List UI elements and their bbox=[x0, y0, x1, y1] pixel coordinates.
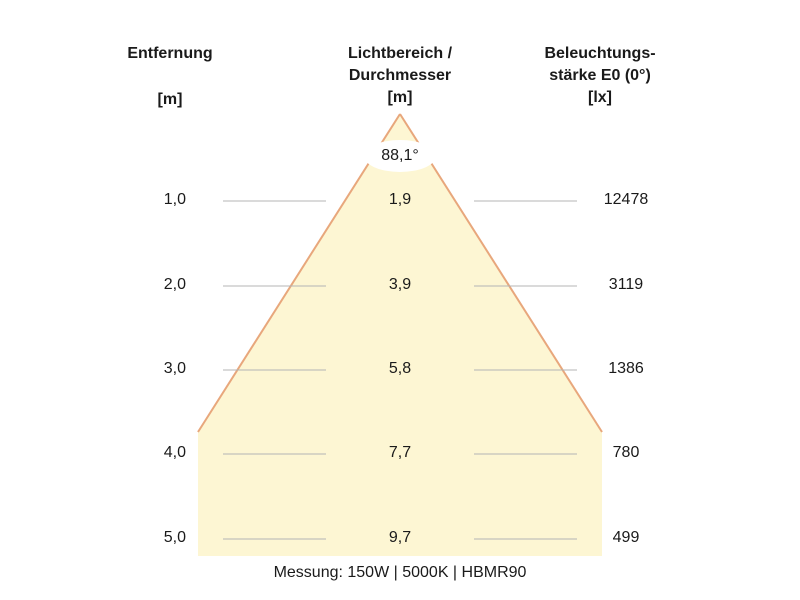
distance-value: 3,0 bbox=[163, 360, 186, 377]
illuminance-value: 780 bbox=[612, 444, 640, 461]
diameter-header: Lichtbereich / Durchmesser [m] bbox=[320, 43, 480, 109]
distance-header-title: Entfernung bbox=[127, 45, 213, 62]
illuminance-header: Beleuchtungs- stärke E0 (0°) [lx] bbox=[520, 43, 680, 109]
light-cone bbox=[198, 114, 602, 556]
distance-value: 1,0 bbox=[163, 191, 186, 208]
diameter-header-title-line1: Lichtbereich / bbox=[347, 45, 453, 62]
illuminance-value: 499 bbox=[612, 529, 640, 546]
distance-guide-lines bbox=[223, 200, 577, 540]
illuminance-value: 1386 bbox=[608, 360, 644, 377]
diameter-header-title-line2: Durchmesser bbox=[348, 67, 452, 84]
beam-angle-label: 88,1° bbox=[381, 147, 419, 164]
illuminance-value: 12478 bbox=[603, 191, 649, 208]
diameter-value: 1,9 bbox=[388, 191, 412, 208]
illuminance-header-title-line1: Beleuchtungs- bbox=[544, 45, 656, 62]
cone-edge-right bbox=[399, 113, 603, 433]
illuminance-header-title-line2: stärke E0 (0°) bbox=[549, 67, 651, 84]
cone-edge-left bbox=[197, 113, 401, 433]
distance-value: 2,0 bbox=[163, 276, 186, 293]
diameter-value: 3,9 bbox=[388, 276, 412, 293]
distance-value: 5,0 bbox=[163, 529, 186, 546]
distance-header-unit: [m] bbox=[157, 91, 183, 108]
diameter-value: 9,7 bbox=[388, 529, 412, 546]
illuminance-header-unit: [lx] bbox=[588, 89, 612, 106]
diameter-value: 7,7 bbox=[388, 444, 412, 461]
diameter-value: 5,8 bbox=[388, 360, 412, 377]
illuminance-value: 3119 bbox=[608, 276, 644, 293]
measurement-footer: Messung: 150W | 5000K | HBMR90 bbox=[273, 564, 527, 581]
distance-header: Entfernung [m] bbox=[100, 43, 240, 111]
distance-value: 4,0 bbox=[163, 444, 186, 461]
beam-angle-background bbox=[364, 140, 436, 172]
diameter-header-unit: [m] bbox=[387, 89, 413, 106]
